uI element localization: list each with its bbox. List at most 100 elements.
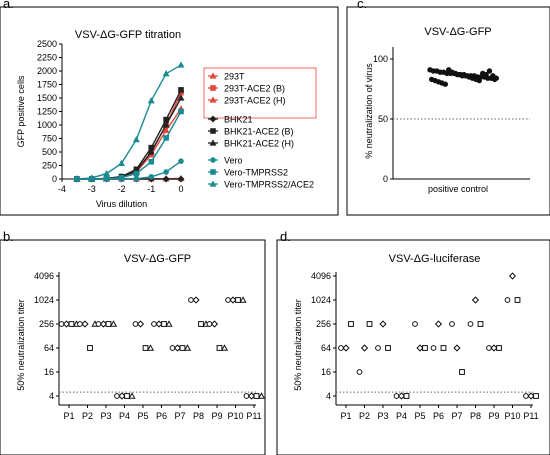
data-point (422, 345, 428, 351)
y-tick-label: 4096 (311, 271, 331, 281)
data-point (471, 296, 480, 304)
legend-label: Vero-TMPRSS2/ACE2 (224, 180, 314, 190)
data-point (118, 392, 126, 400)
y-axis-title: 50% neutralization titer (293, 299, 303, 391)
y-tick-label: 1024 (34, 295, 54, 305)
data-point (105, 321, 112, 327)
x-tick-label: -4 (58, 184, 66, 194)
data-point (163, 135, 169, 141)
data-point (239, 296, 247, 303)
legend-marker (209, 96, 217, 103)
data-point (235, 297, 241, 303)
panel-frame (346, 6, 550, 216)
data-point (504, 297, 511, 303)
data-point (162, 70, 170, 77)
data-point (257, 392, 266, 399)
y-tick-label: 750 (42, 134, 57, 144)
data-point (178, 108, 184, 115)
data-point (183, 344, 192, 351)
data-point (496, 345, 502, 351)
data-point (434, 320, 443, 328)
data-point (165, 320, 173, 327)
y-tick-label: 0 (383, 174, 388, 184)
data-point (356, 369, 363, 375)
series-line (76, 64, 182, 180)
legend-marker (210, 157, 216, 163)
legend-label: Vero (224, 156, 243, 166)
data-point (103, 175, 110, 182)
x-tick-label: P8 (470, 411, 481, 421)
y-tick-label: 100 (373, 54, 388, 64)
data-point (442, 81, 448, 87)
data-point (177, 61, 185, 68)
y-tick-label: 4 (49, 391, 54, 401)
data-point (178, 158, 184, 164)
x-tick-label: P6 (433, 411, 444, 421)
data-point (247, 392, 256, 400)
y-tick-label: 2250 (37, 53, 57, 63)
data-point (162, 126, 170, 134)
y-tick-label: 64 (321, 343, 331, 353)
data-point (453, 344, 461, 352)
x-tick-label: P10 (227, 411, 243, 421)
legend-marker (210, 85, 216, 91)
data-point (136, 320, 145, 328)
x-tick-label: P10 (504, 411, 520, 421)
data-point (128, 392, 136, 399)
data-point (73, 175, 81, 182)
data-point (162, 121, 170, 128)
data-point (342, 344, 350, 352)
legend-highlight-box (203, 67, 317, 119)
data-point (133, 175, 140, 182)
data-point (533, 393, 539, 399)
y-tick-label: 4096 (34, 271, 54, 281)
legend-label: BHK21-ACE2 (H) (224, 139, 294, 149)
x-tick-label: P9 (211, 411, 222, 421)
data-point (147, 97, 155, 104)
legend-marker (210, 169, 216, 175)
data-point (440, 345, 447, 351)
y-axis-title: GFP positive cells (16, 75, 26, 147)
data-point (486, 68, 493, 74)
x-tick-label: P11 (246, 411, 261, 421)
data-point (360, 344, 369, 352)
data-point (148, 174, 155, 180)
data-point (177, 94, 185, 101)
y-tick-label: 2000 (37, 66, 57, 76)
data-point (459, 369, 465, 375)
x-tick-label: P1 (340, 411, 351, 421)
data-point (375, 345, 381, 351)
data-point (216, 345, 223, 351)
x-tick-label: P8 (193, 411, 204, 421)
chart-title: VSV-ΔG-GFP titration (75, 29, 181, 41)
x-tick-label: -1 (147, 184, 155, 194)
x-tick-label: P11 (523, 411, 538, 421)
data-point (103, 169, 111, 177)
x-tick-label: P6 (156, 411, 167, 421)
series-line (76, 89, 182, 180)
data-point (133, 170, 140, 177)
data-point (132, 135, 140, 143)
data-point (253, 393, 260, 399)
x-tick-label: P9 (488, 411, 499, 421)
data-point (147, 148, 155, 155)
data-point (490, 344, 498, 352)
data-point (118, 174, 125, 181)
data-point (397, 392, 406, 400)
legend-marker (209, 139, 217, 146)
x-tick-label: P4 (119, 411, 130, 421)
panel-label: c. (357, 0, 367, 11)
x-tick-label: P2 (359, 411, 370, 421)
x-axis-title: Virus dilution (96, 199, 147, 209)
data-point (162, 175, 170, 183)
data-point (493, 75, 499, 81)
x-tick-label: P5 (414, 411, 425, 421)
panel-label: d. (280, 229, 291, 244)
data-point (142, 345, 149, 351)
data-point (68, 321, 75, 327)
data-point (148, 158, 155, 165)
data-point (118, 159, 125, 166)
data-point (483, 71, 489, 78)
x-tick-label: -2 (117, 184, 125, 194)
